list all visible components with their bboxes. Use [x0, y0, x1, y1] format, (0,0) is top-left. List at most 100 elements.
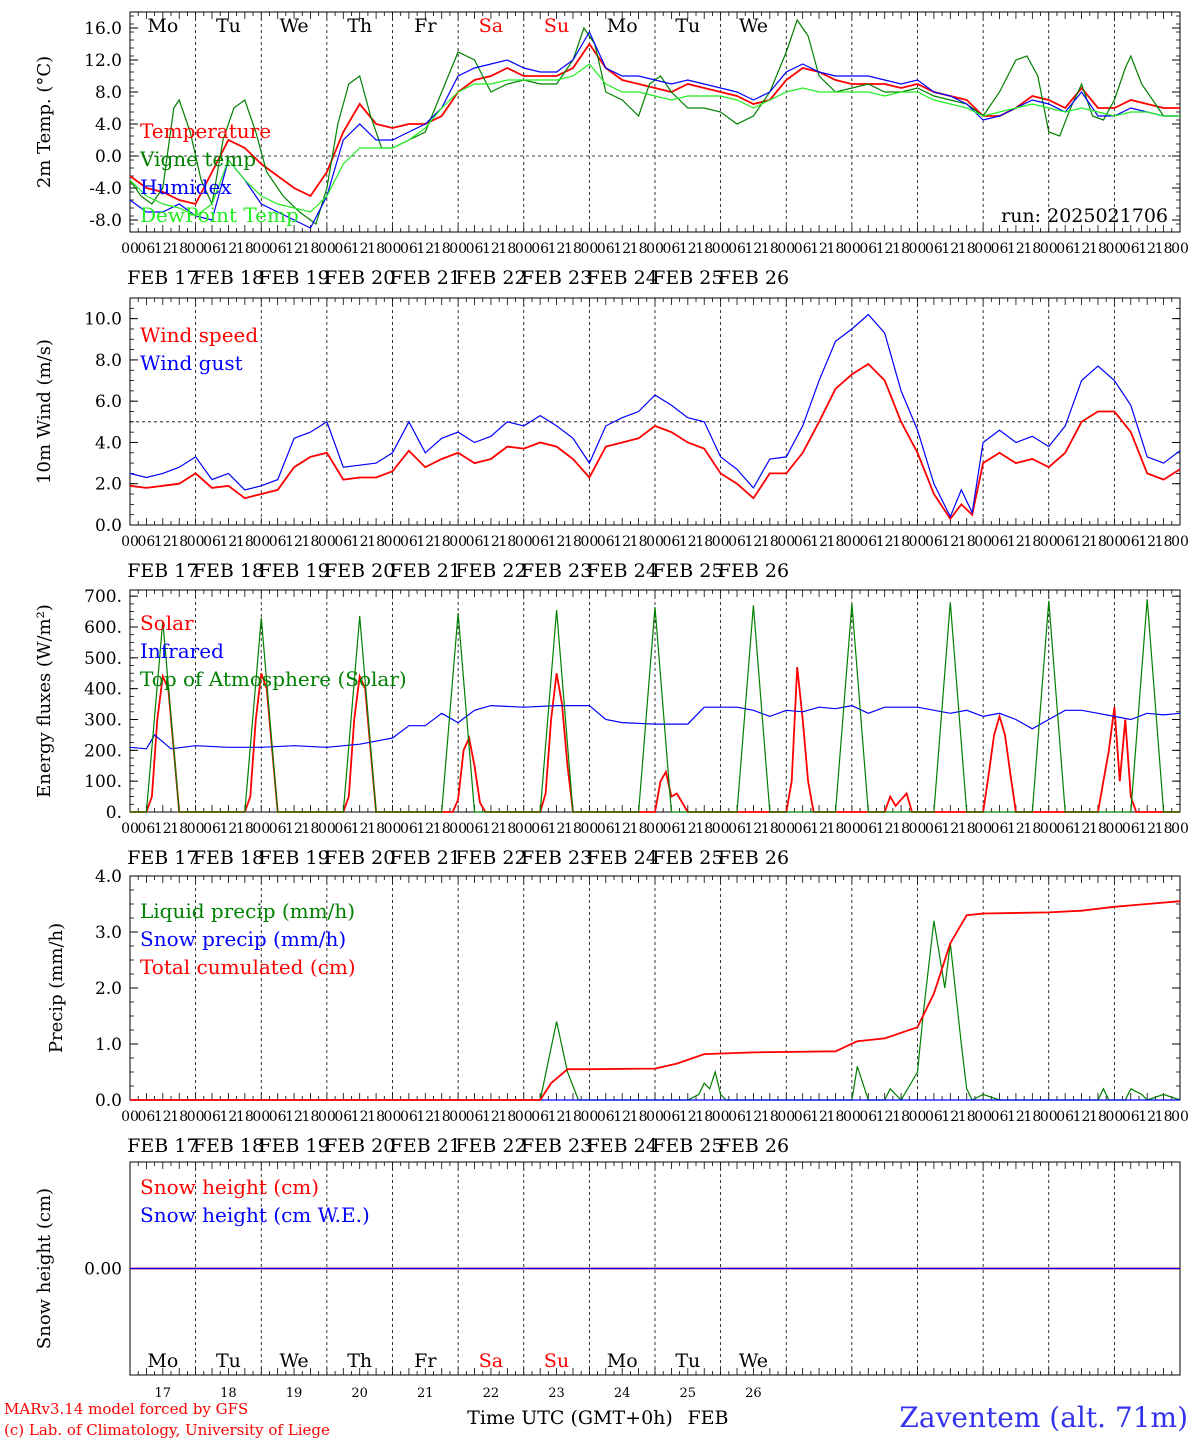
weekday-label: Su	[544, 15, 569, 37]
x-hour-label: 18	[1155, 534, 1173, 550]
x-hour-label: 12	[679, 241, 697, 257]
x-hour-label: 06	[728, 821, 746, 837]
x-hour-label: 06	[597, 1109, 615, 1125]
x-hour-label: 18	[1023, 241, 1041, 257]
x-hour-label: 18	[564, 241, 582, 257]
x-hour-label: 06	[1122, 1109, 1140, 1125]
x-hour-label: 18	[302, 821, 320, 837]
x-hour-label: 00	[449, 1109, 467, 1125]
x-hour-label: 00	[909, 241, 927, 257]
x-date-label: FEB 21	[390, 560, 461, 582]
x-date-label: FEB 22	[455, 267, 526, 289]
x-hour-label: 12	[1073, 1109, 1091, 1125]
legend-entry: Top of Atmosphere (Solar)	[140, 667, 407, 691]
x-hour-label: 00	[252, 821, 270, 837]
y-tick-label: 2.0	[95, 979, 122, 999]
y-tick-label: -4.0	[89, 179, 122, 199]
x-hour-label: 00	[646, 1109, 664, 1125]
y-tick-label: 8.0	[95, 351, 122, 371]
day-number-label: 22	[483, 1386, 500, 1401]
x-hour-label: 00	[515, 1109, 533, 1125]
x-hour-label: 00	[121, 1109, 139, 1125]
x-hour-label: 06	[400, 1109, 418, 1125]
x-hour-label: 12	[285, 1109, 303, 1125]
x-hour-label: 12	[810, 241, 828, 257]
x-hour-label: 06	[137, 534, 155, 550]
x-hour-label: 06	[859, 534, 877, 550]
x-hour-label: 18	[1089, 241, 1107, 257]
x-hour-label: 12	[876, 1109, 894, 1125]
x-hour-label: 00	[1105, 534, 1123, 550]
y-tick-label: 0.00	[84, 1260, 122, 1280]
x-hour-label: 00	[252, 241, 270, 257]
x-hour-label: 00	[712, 821, 730, 837]
x-hour-label: 18	[892, 534, 910, 550]
x-hour-label: 12	[1138, 1109, 1156, 1125]
x-hour-label: 12	[220, 534, 238, 550]
x-hour-label: 00	[187, 821, 205, 837]
legend-entry: DewPoint Temp	[140, 203, 299, 227]
x-hour-label: 18	[1023, 1109, 1041, 1125]
x-hour-label: 00	[1171, 534, 1189, 550]
x-hour-label: 00	[1040, 821, 1058, 837]
x-hour-label: 12	[1073, 534, 1091, 550]
x-hour-label: 06	[334, 1109, 352, 1125]
x-hour-label: 06	[531, 1109, 549, 1125]
y-tick-label: 12.0	[84, 51, 122, 71]
legend-entry: Total cumulated (cm)	[140, 955, 356, 979]
x-hour-label: 18	[1089, 1109, 1107, 1125]
x-hour-label: 06	[466, 241, 484, 257]
x-date-label: FEB 17	[127, 1135, 198, 1157]
x-hour-label: 18	[170, 1109, 188, 1125]
x-date-label: FEB 19	[258, 267, 329, 289]
x-date-label: FEB 17	[127, 847, 198, 869]
x-date-label: FEB 22	[455, 847, 526, 869]
x-hour-label: 00	[318, 1109, 336, 1125]
x-date-label: FEB 18	[193, 847, 264, 869]
weekday-label: We	[739, 15, 768, 37]
weekday-label: Mo	[607, 1350, 638, 1372]
x-hour-label: 06	[466, 1109, 484, 1125]
series-line-wind-speed	[129, 362, 1181, 521]
x-hour-label: 12	[679, 821, 697, 837]
x-hour-label: 00	[777, 241, 795, 257]
x-hour-label: 06	[662, 1109, 680, 1125]
x-hour-label: 06	[728, 534, 746, 550]
y-axis-label: Snow height (cm)	[34, 1188, 55, 1349]
x-hour-label: 12	[941, 534, 959, 550]
x-date-label: FEB 25	[652, 267, 723, 289]
x-date-label: FEB 23	[521, 560, 592, 582]
x-hour-label: 00	[777, 534, 795, 550]
x-date-label: FEB 18	[193, 1135, 264, 1157]
x-hour-label: 00	[121, 241, 139, 257]
weekday-label: Fr	[414, 15, 437, 37]
x-hour-label: 12	[416, 534, 434, 550]
x-hour-label: 12	[876, 241, 894, 257]
weekday-label: Mo	[147, 15, 178, 37]
x-date-label: FEB 23	[521, 847, 592, 869]
x-hour-label: 12	[285, 821, 303, 837]
x-hour-label: 00	[580, 1109, 598, 1125]
weekday-label: Tu	[675, 15, 700, 37]
x-hour-label: 18	[761, 1109, 779, 1125]
day-number-label: 17	[155, 1386, 172, 1401]
x-hour-label: 00	[1171, 821, 1189, 837]
x-hour-label: 18	[564, 1109, 582, 1125]
x-hour-label: 18	[695, 534, 713, 550]
x-hour-label: 00	[580, 241, 598, 257]
y-tick-label: 4.0	[95, 433, 122, 453]
x-hour-label: 00	[974, 241, 992, 257]
y-tick-label: 8.0	[95, 83, 122, 103]
x-hour-label: 18	[695, 821, 713, 837]
x-hour-label: 00	[515, 534, 533, 550]
x-hour-label: 12	[482, 534, 500, 550]
x-hour-label: 12	[351, 821, 369, 837]
weekday-label: Sa	[479, 1350, 503, 1372]
series-line-dewpoint-temp	[129, 63, 1180, 217]
x-date-label: FEB 18	[193, 560, 264, 582]
x-date-label: FEB 19	[258, 1135, 329, 1157]
x-hour-label: 00	[974, 821, 992, 837]
x-date-label: FEB 26	[718, 560, 789, 582]
x-hour-label: 18	[1089, 821, 1107, 837]
